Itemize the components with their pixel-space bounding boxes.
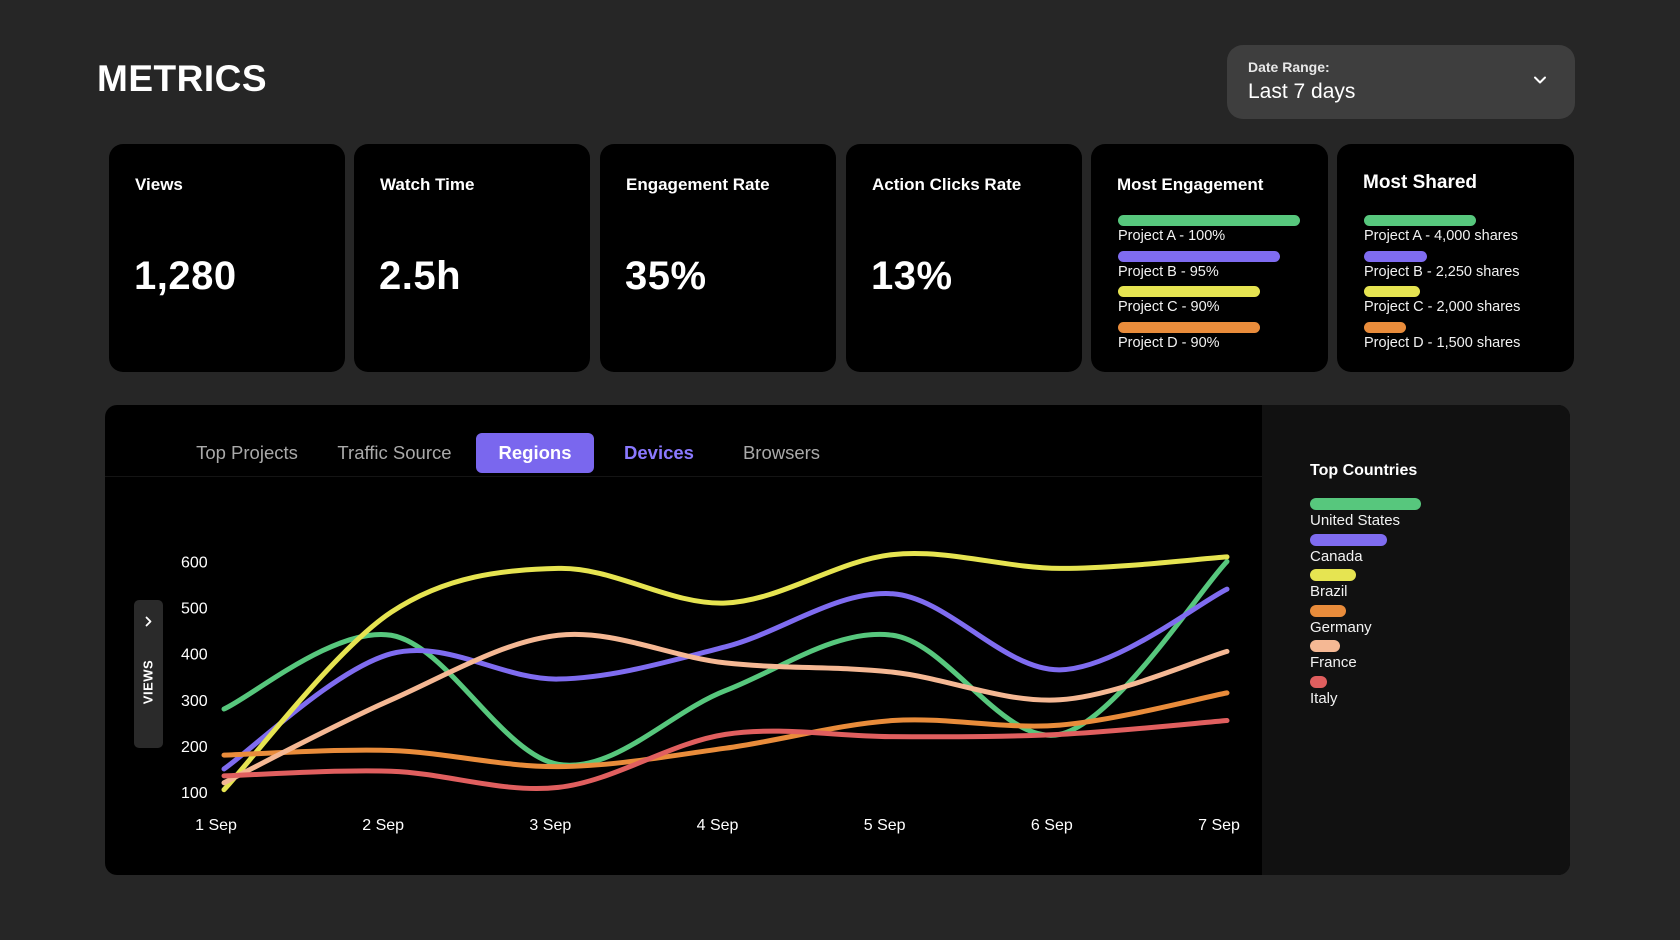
bar bbox=[1364, 215, 1476, 226]
legend-swatch bbox=[1310, 675, 1327, 688]
legend-swatch bbox=[1310, 569, 1356, 581]
card-title: Watch Time bbox=[380, 175, 475, 194]
card-watch-time: Watch Time 2.5h bbox=[354, 144, 590, 372]
bar-label: Project B - 95% bbox=[1118, 263, 1219, 280]
legend-label: Brazil bbox=[1310, 583, 1348, 600]
series-line-canada bbox=[221, 586, 1230, 772]
card-title: Most Engagement bbox=[1117, 175, 1264, 194]
tab-devices[interactable]: Devices bbox=[624, 442, 694, 463]
x-tick-label: 3 Sep bbox=[529, 817, 571, 834]
bar-label: Project C - 90% bbox=[1118, 299, 1220, 315]
card-title: Views bbox=[135, 175, 183, 194]
legend-item: Canada bbox=[1310, 533, 1421, 570]
y-tick-label: 300 bbox=[181, 693, 208, 710]
legend-swatch bbox=[1310, 533, 1387, 546]
card-value: 35% bbox=[625, 254, 707, 298]
bar bbox=[1118, 250, 1280, 262]
bar-list-item: Project D - 90% bbox=[1118, 321, 1300, 358]
legend: Top Countries United States Canada Brazil G… bbox=[1310, 462, 1421, 711]
bar-label: Project C - 2,000 shares bbox=[1364, 299, 1521, 315]
chevron-right-icon bbox=[145, 616, 152, 627]
bar bbox=[1118, 286, 1260, 297]
legend-item: Germany bbox=[1310, 604, 1421, 641]
bar-label: Project D - 1,500 shares bbox=[1364, 334, 1521, 351]
x-tick-label: 1 Sep bbox=[195, 817, 237, 834]
legend-item: United States bbox=[1310, 498, 1421, 534]
chevron-down-icon bbox=[1534, 76, 1546, 84]
tab-bar: Top Projects Traffic Source Regions Devi… bbox=[105, 433, 1262, 477]
y-tick-label: 500 bbox=[181, 601, 208, 618]
tab-browsers[interactable]: Browsers bbox=[742, 442, 821, 463]
series-line-france bbox=[221, 631, 1230, 786]
x-tick-label: 7 Sep bbox=[1198, 817, 1240, 834]
bar-list-item: Project A - 100% bbox=[1118, 215, 1300, 251]
card-most-engagement: Most Engagement Project A - 100% Project … bbox=[1091, 144, 1328, 372]
y-tick-label: 100 bbox=[181, 785, 208, 802]
card-most-shared: Most Shared Project A - 4,000 shares Proj… bbox=[1337, 144, 1574, 372]
tab-top-projects[interactable]: Top Projects bbox=[196, 442, 298, 463]
x-tick-label: 6 Sep bbox=[1031, 817, 1073, 834]
y-tick-label: 200 bbox=[181, 739, 208, 756]
bar-label: Project D - 90% bbox=[1118, 334, 1220, 351]
tab-traffic-source[interactable]: Traffic Source bbox=[337, 442, 452, 463]
y-tick-label: 600 bbox=[181, 555, 208, 572]
legend-label: United States bbox=[1310, 512, 1401, 529]
date-range-select[interactable]: Date Range: Last 7 days bbox=[1227, 45, 1575, 119]
legend-swatch bbox=[1310, 640, 1340, 652]
x-tick-label: 4 Sep bbox=[697, 817, 739, 834]
bar-list-item: Project A - 4,000 shares bbox=[1364, 215, 1520, 251]
legend-swatch bbox=[1310, 604, 1346, 617]
bar-list-item: Project B - 95% bbox=[1118, 250, 1300, 287]
legend-item: Brazil bbox=[1310, 569, 1421, 605]
bar bbox=[1364, 250, 1427, 262]
date-range-label: Date Range: bbox=[1248, 59, 1330, 75]
card-action-clicks-rate: Action Clicks Rate 13% bbox=[846, 144, 1082, 372]
series-line-brazil bbox=[221, 551, 1230, 793]
legend-label: Germany bbox=[1310, 618, 1372, 636]
legend-label: Italy bbox=[1310, 689, 1338, 707]
bar-list-item: Project D - 1,500 shares bbox=[1364, 321, 1521, 358]
engagement-bar-list: Project A - 100% Project B - 95% Project C… bbox=[1118, 215, 1300, 357]
bar bbox=[1364, 321, 1406, 333]
bar-label: Project A - 4,000 shares bbox=[1364, 228, 1518, 244]
x-tick-label: 5 Sep bbox=[864, 817, 906, 834]
card-value: 13% bbox=[871, 254, 953, 298]
tab-regions[interactable]: Regions bbox=[476, 433, 594, 473]
bar bbox=[1364, 286, 1420, 297]
card-title: Engagement Rate bbox=[626, 175, 770, 194]
bar-label: Project A - 100% bbox=[1118, 228, 1226, 244]
x-tick-label: 2 Sep bbox=[362, 817, 404, 834]
legend-swatch bbox=[1310, 498, 1421, 510]
legend-label: France bbox=[1310, 654, 1357, 671]
y-tick-label: 400 bbox=[181, 647, 208, 664]
bar bbox=[1118, 215, 1300, 226]
views-toggle[interactable]: VIEWS bbox=[134, 600, 163, 748]
legend-item: France bbox=[1310, 640, 1421, 676]
card-views: Views 1,280 bbox=[109, 144, 345, 372]
bar-label: Project B - 2,250 shares bbox=[1364, 263, 1520, 280]
card-title: Action Clicks Rate bbox=[872, 175, 1022, 194]
legend-title: Top Countries bbox=[1310, 462, 1418, 479]
legend-item: Italy bbox=[1310, 675, 1421, 712]
card-engagement-rate: Engagement Rate 35% bbox=[600, 144, 836, 372]
bar-list-item: Project C - 90% bbox=[1118, 286, 1300, 322]
date-range-value: Last 7 days bbox=[1248, 80, 1356, 103]
series-line-germany bbox=[221, 690, 1230, 770]
legend-label: Canada bbox=[1310, 547, 1363, 565]
bar-list-item: Project B - 2,250 shares bbox=[1364, 250, 1520, 287]
card-value: 2.5h bbox=[379, 254, 462, 298]
bar bbox=[1118, 321, 1260, 333]
card-value: 1,280 bbox=[134, 254, 237, 298]
page-title: METRICS bbox=[97, 58, 267, 99]
shared-bar-list: Project A - 4,000 shares Project B - 2,25… bbox=[1364, 215, 1520, 357]
legend-list: United States Canada Brazil Germany France It… bbox=[1310, 498, 1421, 711]
series-line-italy bbox=[221, 718, 1230, 792]
bar-list-item: Project C - 2,000 shares bbox=[1364, 286, 1520, 322]
card-title: Most Shared bbox=[1363, 172, 1478, 193]
